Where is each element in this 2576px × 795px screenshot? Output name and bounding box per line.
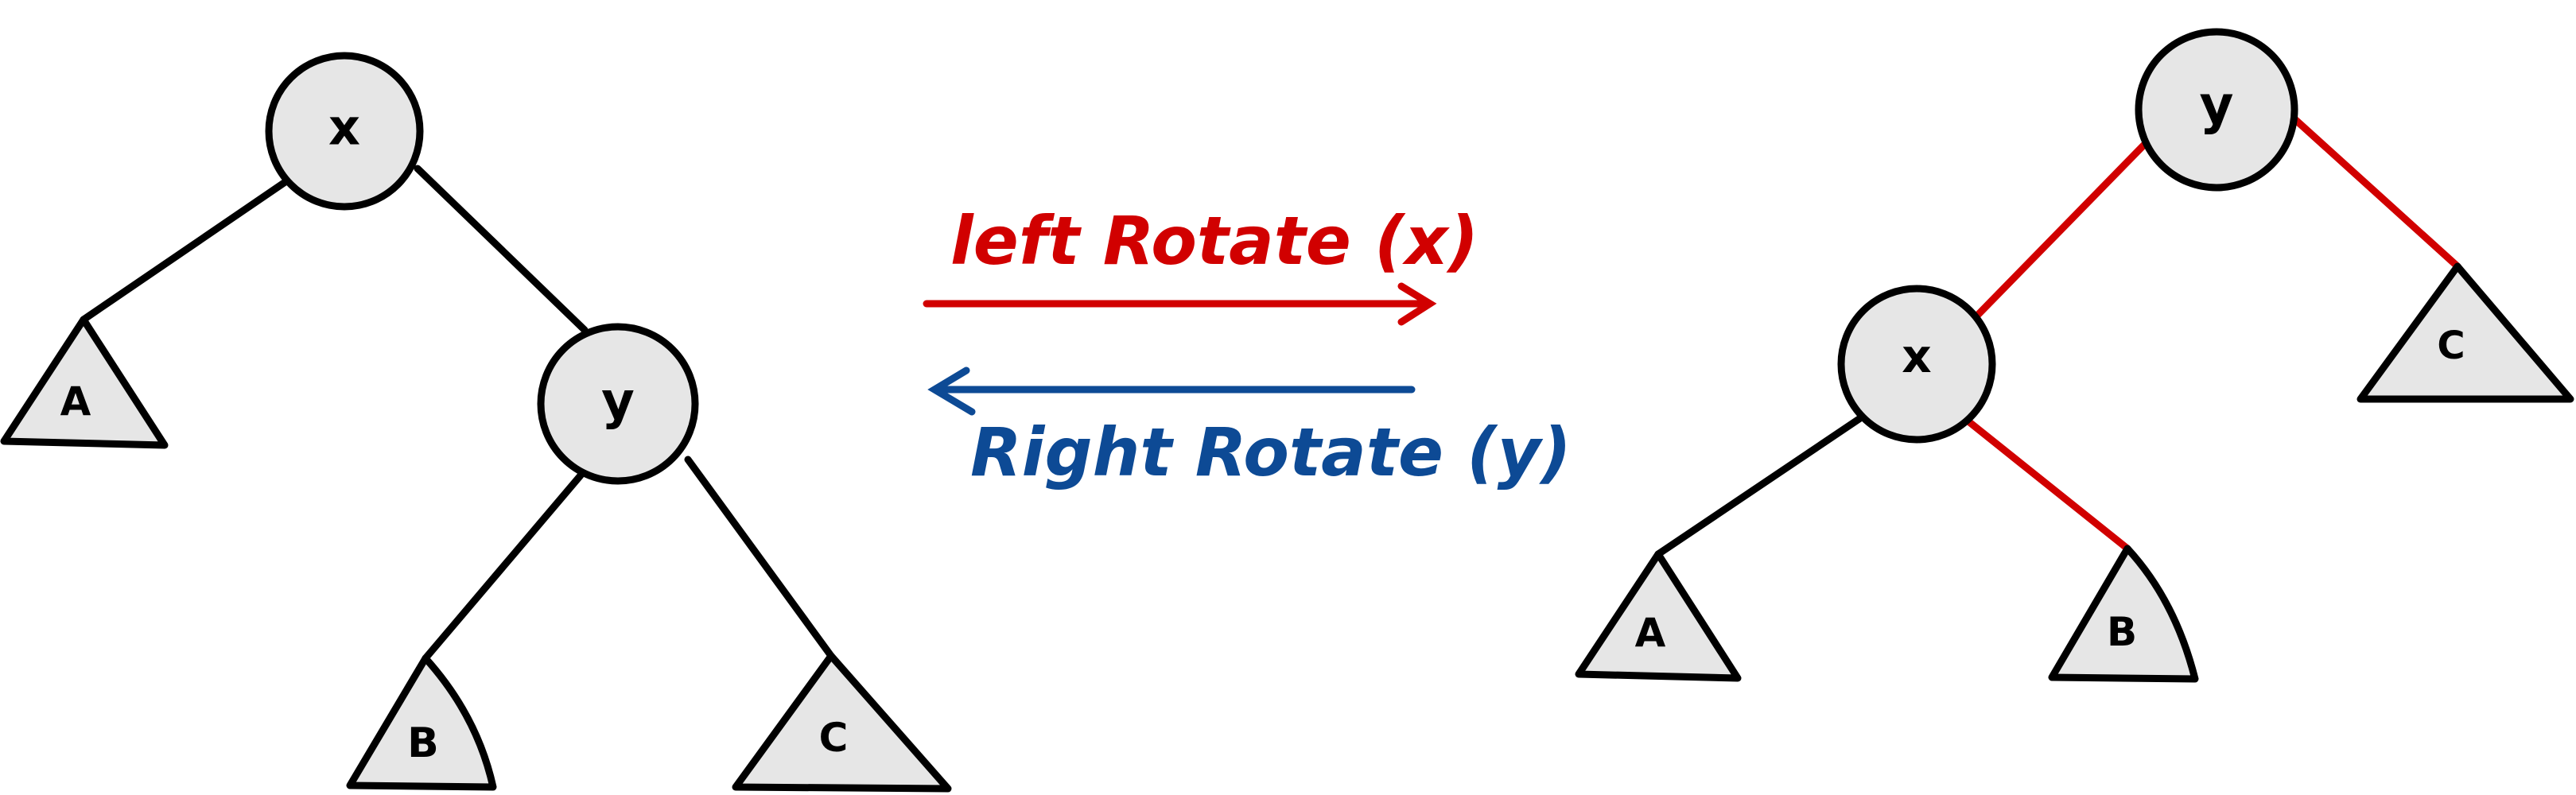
- right-rotate-label: Right Rotate (y): [970, 413, 1572, 491]
- left-edge-y-b: [422, 471, 585, 662]
- right-edge-x-b[interactable]: [1964, 417, 2131, 553]
- left-subtree-a-label: A: [60, 378, 91, 425]
- right-subtree-c-label: C: [2437, 324, 2465, 368]
- left-subtree-a: [0, 316, 169, 449]
- right-node-y-label: y: [2199, 75, 2233, 136]
- left-edge-y-c: [684, 456, 835, 660]
- left-node-x-label: x: [328, 99, 360, 157]
- right-subtree-a: [1575, 550, 1742, 682]
- left-node-x: [265, 52, 424, 211]
- left-subtree-c-label: C: [819, 715, 849, 761]
- left-node-y-label: y: [601, 372, 635, 431]
- right-node-x-label: x: [1902, 329, 1931, 383]
- right-edge-y-c[interactable]: [2287, 111, 2461, 270]
- right-edge-x-a: [1654, 411, 1869, 558]
- right-subtree-b: [2048, 545, 2199, 683]
- left-edge-x-a: [80, 177, 290, 324]
- right-subtree-a-label: A: [1635, 610, 1666, 656]
- left-subtree-c: [732, 652, 952, 793]
- left-edge-x-y: [414, 165, 589, 334]
- right-rotate-arrowhead: [927, 366, 976, 416]
- right-subtree-c: [2356, 262, 2574, 403]
- left-subtree-b-label: B: [407, 719, 439, 767]
- left-rotate-arrowhead: [1397, 282, 1437, 326]
- left-rotate-label: left Rotate (x): [950, 202, 1478, 280]
- left-node-y: [537, 323, 699, 485]
- right-tree: C A B y x: [1575, 28, 2574, 683]
- left-tree: A B C x y: [0, 52, 952, 793]
- right-subtree-b-label: B: [2107, 609, 2137, 655]
- left-subtree-b: [346, 654, 497, 791]
- right-node-y: [2135, 28, 2298, 192]
- right-edge-y-x[interactable]: [1972, 139, 2150, 320]
- right-node-x: [1837, 285, 1996, 444]
- rotation-operations: left Rotate (x) Right Rotate (y): [923, 202, 1572, 491]
